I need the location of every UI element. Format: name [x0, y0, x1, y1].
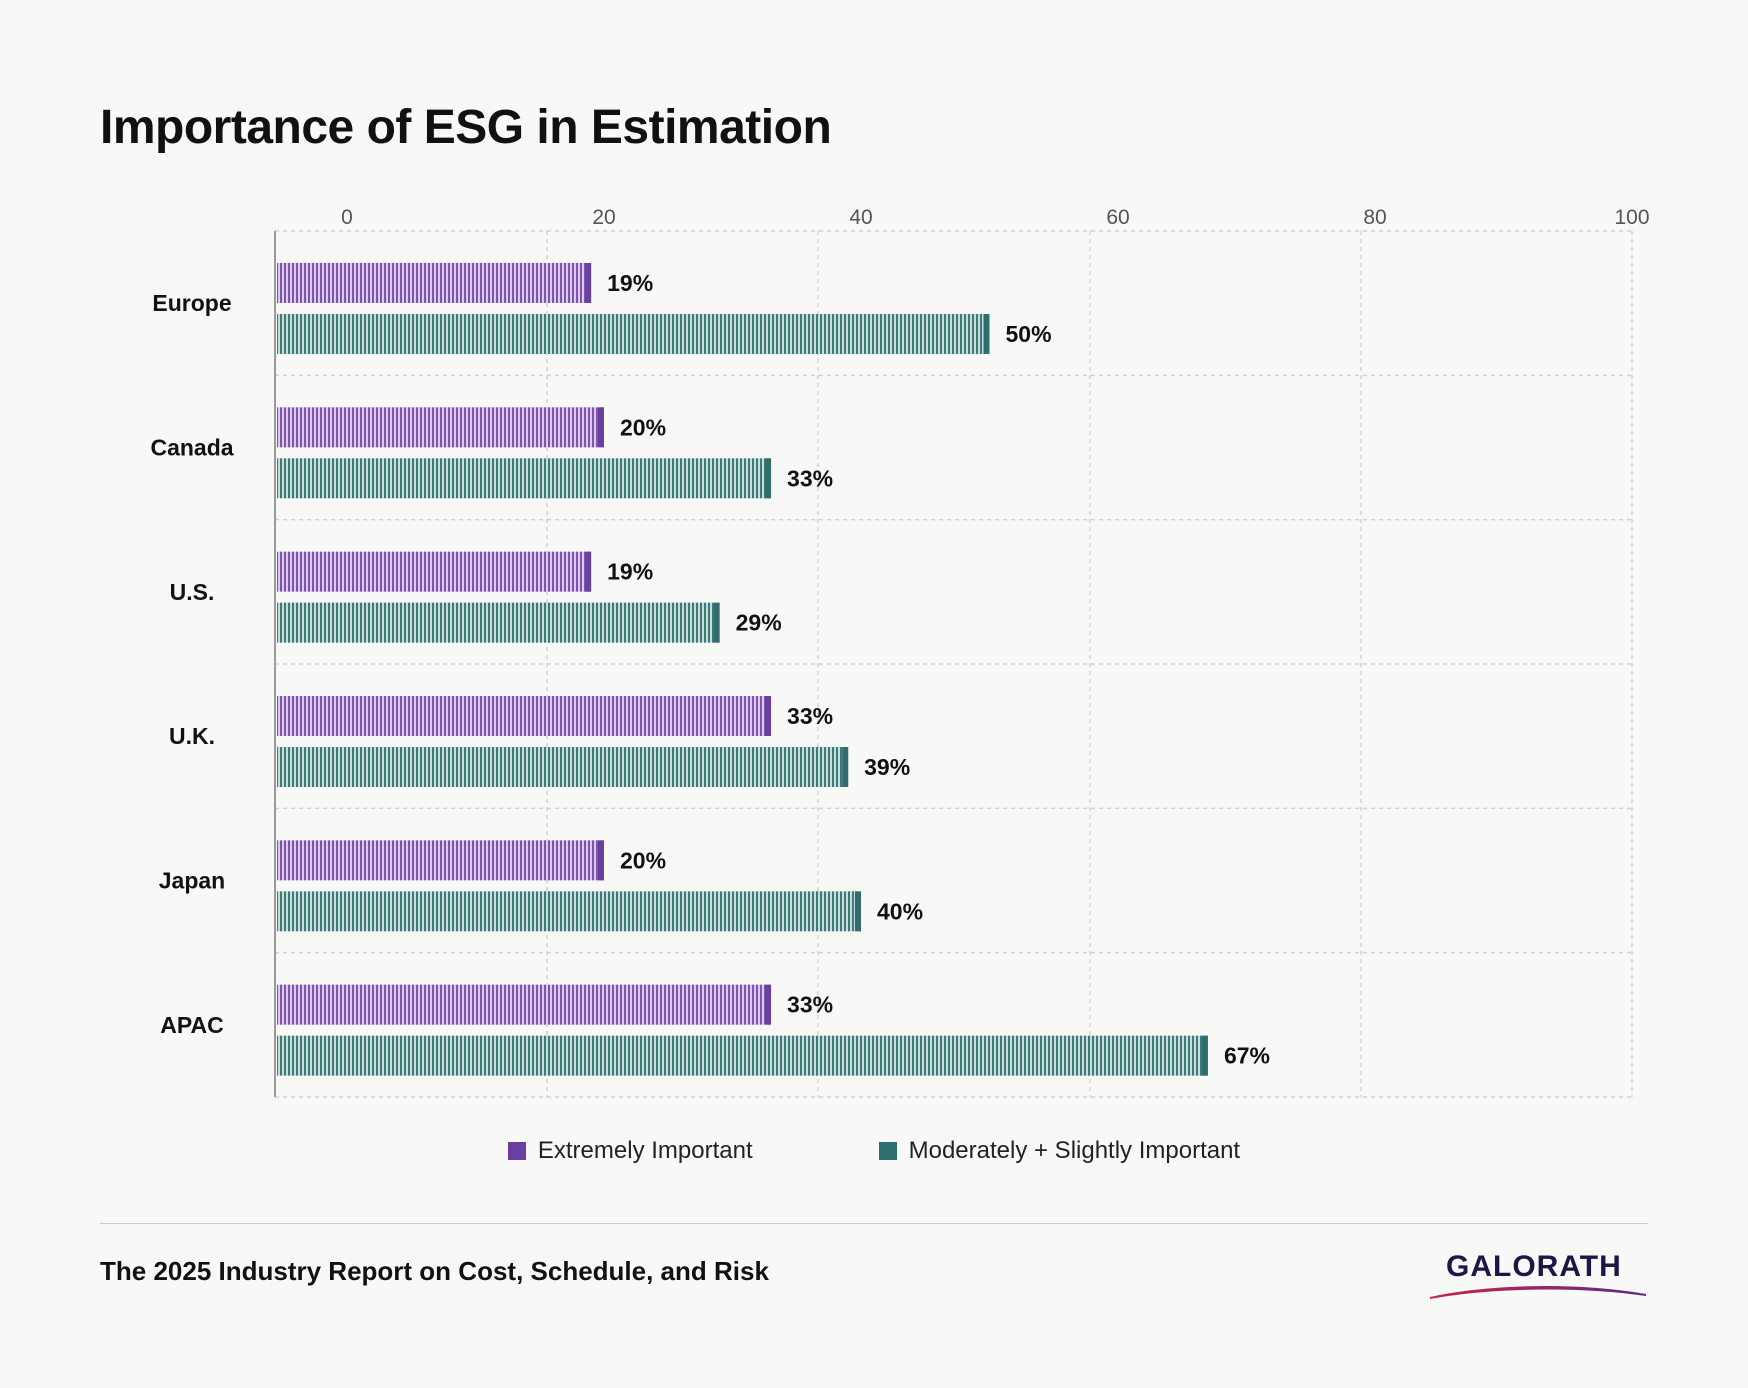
x-tick-label: 80: [1363, 206, 1386, 229]
data-label: 20%: [620, 414, 666, 440]
legend-label-moderately-slightly-important: Moderately + Slightly Important: [908, 1137, 1241, 1164]
chart-title: Importance of ESG in Estimation: [100, 101, 832, 154]
label-layer: 0 20 40 60 80 100 Europe Canada U.S. U.K. Japan APA…: [150, 206, 1649, 1069]
category-label: U.S.: [170, 579, 215, 605]
bar-end-cap: [713, 602, 720, 643]
data-label: 33%: [787, 703, 833, 729]
bar-0-3: [277, 696, 772, 736]
bar-1-5: [277, 1035, 1208, 1076]
bar-0-0: [277, 263, 592, 303]
data-label: 39%: [864, 754, 910, 780]
category-label: Canada: [150, 435, 233, 461]
footer-report-title: The 2025 Industry Report on Cost, Schedu…: [100, 1256, 769, 1286]
legend-label-extremely-important: Extremely Important: [537, 1137, 753, 1164]
category-label: APAC: [160, 1012, 223, 1038]
data-label: 29%: [736, 610, 782, 636]
bar-0-5: [277, 984, 772, 1025]
bar-0-1: [277, 407, 604, 448]
bar-1-0: [277, 314, 990, 354]
galorath-logo: GALORATH: [1428, 1250, 1648, 1299]
bar-layer: [277, 263, 1208, 1076]
bar-end-cap: [855, 891, 861, 932]
data-label: 19%: [607, 559, 653, 585]
bar-1-1: [277, 458, 772, 499]
footer-divider: [100, 1223, 1648, 1224]
legend-item-extremely-important: Extremely Important: [507, 1137, 753, 1165]
bar-end-cap: [585, 551, 592, 592]
legend-item-moderately-slightly-important: Moderately + Slightly Important: [789, 1137, 1241, 1165]
data-label: 50%: [1006, 321, 1052, 347]
bar-end-cap: [983, 314, 990, 354]
bar-1-3: [277, 747, 849, 787]
bar-0-4: [277, 840, 604, 881]
category-label: Japan: [159, 868, 225, 894]
bar-end-cap: [842, 747, 849, 787]
bar-chart: 0 20 40 60 80 100 Europe Canada U.S. U.K. Japan APA…: [150, 206, 1650, 1098]
x-tick-label: 100: [1614, 206, 1649, 229]
bar-end-cap: [598, 407, 604, 448]
data-label: 67%: [1224, 1043, 1270, 1069]
data-label: 19%: [607, 270, 653, 296]
category-label: U.K.: [169, 723, 215, 749]
data-label: 40%: [877, 898, 923, 924]
logo-text: GALORATH: [1446, 1250, 1622, 1283]
grid-layer: [274, 230, 1633, 1098]
data-label: 33%: [787, 465, 833, 491]
legend-swatch-extremely-important: [507, 1142, 526, 1160]
legend: Extremely Important Moderately + Slightl…: [0, 1137, 1748, 1165]
data-label: 20%: [620, 847, 666, 873]
x-tick-label: 20: [592, 206, 615, 229]
legend-swatch-moderately-slightly-important: [878, 1142, 897, 1160]
bar-end-cap: [1201, 1035, 1208, 1076]
category-label: Europe: [152, 290, 231, 316]
bar-1-4: [277, 891, 861, 932]
x-tick-label: 60: [1106, 206, 1129, 229]
data-label: 33%: [787, 992, 833, 1018]
bar-end-cap: [765, 458, 772, 499]
logo-swoosh-icon: [1430, 1286, 1646, 1299]
bar-end-cap: [585, 263, 592, 303]
bar-end-cap: [765, 696, 772, 736]
bar-0-2: [277, 551, 592, 592]
x-tick-label: 0: [341, 206, 353, 229]
x-tick-label: 40: [849, 206, 872, 229]
bar-end-cap: [765, 984, 772, 1025]
bar-end-cap: [598, 840, 604, 881]
bar-1-2: [277, 602, 720, 643]
